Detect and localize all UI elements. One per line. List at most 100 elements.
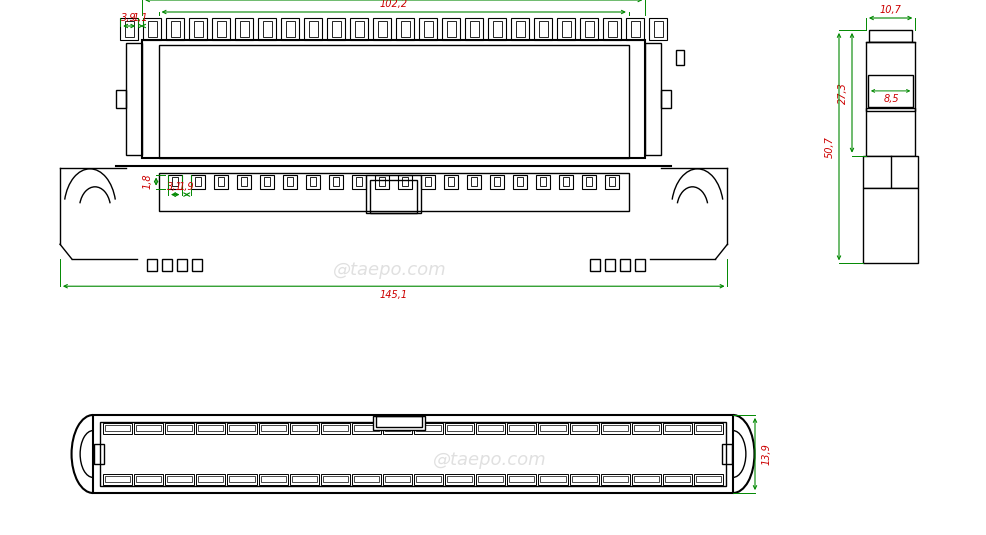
Bar <box>136 425 161 431</box>
Bar <box>304 18 321 40</box>
Bar <box>600 474 629 485</box>
Bar <box>105 476 130 482</box>
Bar <box>509 476 533 482</box>
Bar <box>395 18 414 40</box>
Bar <box>240 21 248 37</box>
Bar <box>571 425 596 431</box>
Bar <box>124 21 133 37</box>
Bar <box>320 474 349 485</box>
Bar <box>191 174 205 188</box>
Bar <box>167 425 192 431</box>
Bar <box>631 474 661 485</box>
Bar <box>383 474 411 485</box>
Bar <box>445 423 473 434</box>
Bar <box>143 18 161 40</box>
Bar <box>633 425 658 431</box>
Bar <box>602 425 627 431</box>
Text: 3,1: 3,1 <box>168 181 182 192</box>
Bar <box>283 174 297 188</box>
Bar <box>171 21 179 37</box>
Bar <box>322 425 347 431</box>
Bar <box>600 423 629 434</box>
Bar <box>558 174 573 188</box>
Bar <box>569 474 598 485</box>
Bar <box>258 474 287 485</box>
Bar <box>663 474 691 485</box>
Bar <box>477 476 503 482</box>
Text: 1,8: 1,8 <box>142 174 152 189</box>
Bar <box>327 18 345 40</box>
Bar <box>258 18 276 40</box>
Bar <box>865 42 914 111</box>
Text: @taepo.com: @taepo.com <box>333 261 447 279</box>
Bar <box>537 474 567 485</box>
Bar <box>105 425 130 431</box>
Bar <box>260 476 285 482</box>
Bar <box>421 174 435 188</box>
Bar <box>218 177 224 186</box>
Bar <box>286 21 295 37</box>
Bar <box>415 476 441 482</box>
Bar <box>665 476 689 482</box>
Bar <box>413 474 443 485</box>
Bar <box>584 21 594 37</box>
Bar <box>378 21 387 37</box>
Bar <box>289 474 318 485</box>
Bar <box>507 474 535 485</box>
Text: 10,7: 10,7 <box>879 5 900 15</box>
Bar <box>607 21 616 37</box>
Bar <box>332 177 339 186</box>
Bar <box>370 180 417 212</box>
Bar <box>134 423 163 434</box>
Bar <box>401 177 408 186</box>
Bar <box>447 21 456 37</box>
Bar <box>159 173 628 211</box>
Bar <box>539 177 546 186</box>
Bar <box>103 423 132 434</box>
Bar <box>415 425 441 431</box>
Bar <box>602 476 627 482</box>
Bar <box>533 18 551 40</box>
Bar <box>538 21 547 37</box>
Bar <box>229 425 254 431</box>
Bar <box>212 18 230 40</box>
Bar <box>561 21 570 37</box>
Bar <box>470 177 477 186</box>
Bar <box>469 21 478 37</box>
Bar <box>165 423 194 434</box>
Bar <box>631 423 661 434</box>
Bar <box>320 423 349 434</box>
Bar <box>262 21 271 37</box>
Bar <box>385 425 409 431</box>
Bar <box>214 174 228 188</box>
Bar <box>477 425 503 431</box>
Bar <box>492 21 501 37</box>
Text: 1,1: 1,1 <box>133 13 148 23</box>
Bar <box>423 21 432 37</box>
Bar <box>466 174 481 188</box>
Bar <box>376 416 422 427</box>
Bar <box>653 21 662 37</box>
Bar <box>475 474 505 485</box>
Bar <box>196 423 225 434</box>
Bar <box>196 474 225 485</box>
Bar <box>148 21 157 37</box>
Bar <box>291 425 317 431</box>
Bar <box>351 474 381 485</box>
Bar <box>444 174 458 188</box>
Bar <box>507 423 535 434</box>
Bar <box>235 18 253 40</box>
Bar <box>328 174 343 188</box>
Bar <box>165 474 194 485</box>
Bar <box>366 174 421 212</box>
Text: 1,9: 1,9 <box>178 181 194 192</box>
Bar <box>166 18 184 40</box>
Bar <box>237 174 251 188</box>
Bar <box>509 425 533 431</box>
Bar <box>100 422 726 486</box>
Text: 13,9: 13,9 <box>761 443 771 465</box>
Bar <box>281 18 299 40</box>
Bar <box>309 21 317 37</box>
Bar <box>445 474 473 485</box>
Bar <box>136 476 161 482</box>
